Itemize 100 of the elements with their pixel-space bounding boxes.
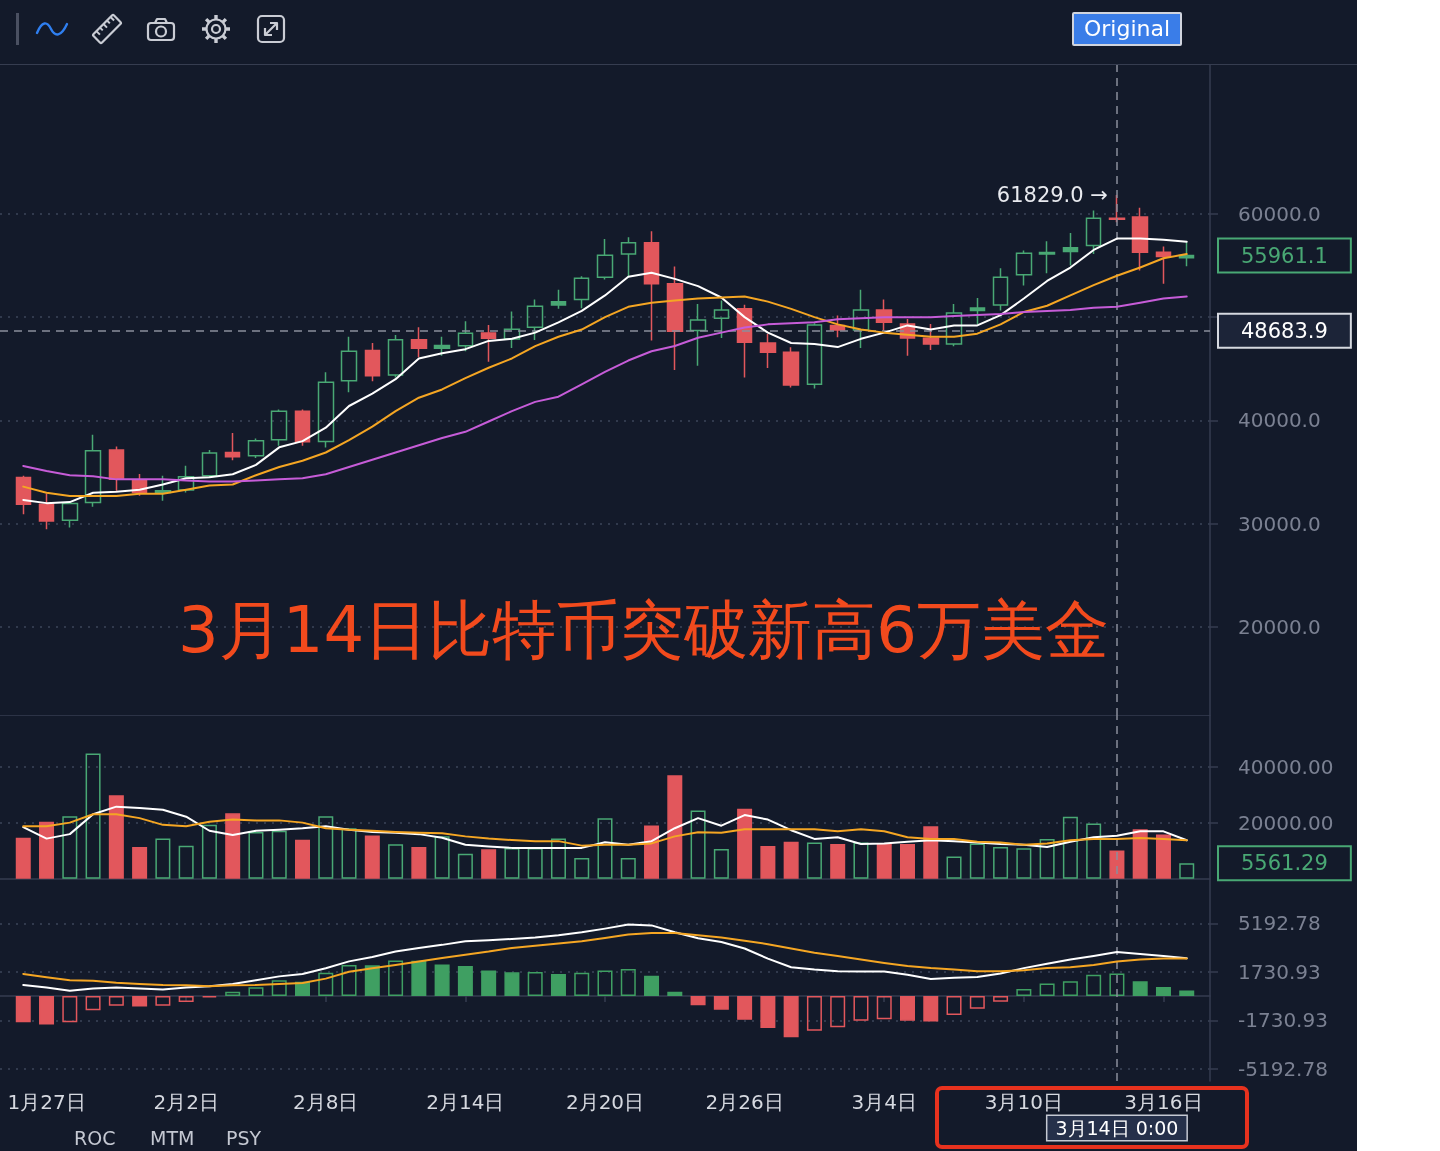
bar bbox=[830, 843, 846, 879]
bar bbox=[1109, 850, 1125, 879]
bar bbox=[1039, 983, 1055, 997]
bar bbox=[876, 996, 892, 1020]
y-tick-label: 1730.93 bbox=[1238, 959, 1321, 984]
bar bbox=[225, 991, 241, 997]
text: MTM bbox=[150, 1127, 195, 1149]
bar bbox=[946, 856, 962, 879]
bar bbox=[597, 818, 613, 879]
y-tick-label: 40000.00 bbox=[1238, 754, 1334, 779]
bar bbox=[1179, 863, 1195, 879]
bar bbox=[853, 842, 869, 879]
bar bbox=[713, 849, 729, 879]
candlestick bbox=[457, 320, 474, 353]
text: ROC bbox=[74, 1127, 116, 1149]
y-tick-label: -1730.93 bbox=[1238, 1008, 1328, 1033]
candlestick bbox=[945, 303, 963, 348]
candlestick bbox=[340, 335, 358, 394]
ref-line-label: 3月14日 0:00 bbox=[1055, 1117, 1179, 1139]
candlestick bbox=[503, 310, 521, 349]
bar bbox=[760, 996, 776, 1029]
bar bbox=[62, 816, 78, 879]
bar bbox=[667, 775, 683, 879]
candlestick bbox=[317, 371, 335, 449]
bar bbox=[1155, 986, 1171, 997]
candlestick bbox=[247, 437, 265, 459]
candlestick bbox=[969, 297, 986, 325]
candlestick bbox=[387, 334, 404, 379]
bar bbox=[457, 853, 473, 879]
candlestick bbox=[364, 342, 381, 383]
bar bbox=[993, 996, 1009, 1002]
candlestick bbox=[922, 323, 940, 351]
bar bbox=[132, 847, 148, 879]
bar bbox=[969, 843, 985, 879]
bar bbox=[993, 847, 1009, 879]
candlestick bbox=[1178, 241, 1195, 267]
bar bbox=[1086, 823, 1102, 879]
x-tick-label: 3月4日 bbox=[851, 1090, 917, 1114]
bar bbox=[620, 969, 636, 997]
bar bbox=[504, 972, 520, 997]
bar bbox=[341, 828, 357, 879]
bar bbox=[155, 996, 171, 1006]
bar bbox=[178, 845, 194, 879]
y-tick-label: 60000.0 bbox=[1238, 201, 1321, 226]
bar bbox=[923, 996, 939, 1022]
bar bbox=[644, 975, 660, 997]
bar bbox=[504, 847, 520, 879]
bar bbox=[574, 857, 590, 879]
candlestick bbox=[526, 298, 544, 341]
bar bbox=[1016, 989, 1032, 997]
bar bbox=[946, 996, 962, 1015]
candlestick bbox=[38, 492, 55, 530]
candlestick bbox=[759, 333, 777, 369]
x-tick-label: 3月10日 bbox=[984, 1090, 1063, 1114]
x-tick-label: 2月14日 bbox=[426, 1090, 505, 1114]
y-tick-label: 40000.0 bbox=[1238, 408, 1321, 433]
bar bbox=[806, 996, 822, 1031]
bar bbox=[644, 825, 660, 879]
bar bbox=[434, 964, 450, 997]
annotation: 61829.0 → bbox=[996, 182, 1108, 207]
bar bbox=[225, 813, 241, 879]
bar bbox=[1179, 990, 1195, 997]
candlestick bbox=[992, 267, 1009, 312]
bar bbox=[1109, 973, 1125, 997]
bar bbox=[969, 996, 985, 1009]
candlestick bbox=[1062, 232, 1079, 267]
bar bbox=[923, 826, 939, 879]
candlestick bbox=[433, 335, 451, 357]
y-tick-label: 20000.0 bbox=[1238, 615, 1321, 640]
candlestick bbox=[643, 230, 660, 342]
bar bbox=[318, 972, 334, 997]
bar bbox=[690, 810, 706, 879]
bar bbox=[434, 836, 450, 879]
bar bbox=[713, 996, 729, 1010]
y-tick-label: -5192.78 bbox=[1238, 1056, 1328, 1081]
candlestick bbox=[177, 465, 195, 494]
candlestick bbox=[480, 324, 497, 363]
x-tick-label: 2月20日 bbox=[565, 1090, 645, 1114]
bar bbox=[1086, 974, 1102, 997]
bar bbox=[271, 980, 287, 997]
bar bbox=[248, 831, 264, 879]
bar bbox=[597, 970, 613, 997]
bar bbox=[527, 972, 543, 997]
x-tick-label: 2月8日 bbox=[293, 1090, 359, 1114]
candlestick bbox=[84, 433, 102, 508]
bar bbox=[481, 849, 497, 879]
candlestick bbox=[1015, 249, 1033, 287]
bar bbox=[1132, 981, 1148, 997]
text: PSY bbox=[226, 1127, 262, 1149]
bar bbox=[830, 996, 846, 1028]
x-tick-label: 1月27日 bbox=[7, 1090, 86, 1114]
bar bbox=[248, 987, 264, 997]
bar bbox=[620, 857, 636, 879]
bar bbox=[411, 960, 427, 997]
y-tick-label: 20000.00 bbox=[1238, 810, 1334, 835]
bar bbox=[550, 974, 566, 997]
bar bbox=[411, 847, 427, 879]
text: 3月14日比特币突破新高6万美金 bbox=[178, 593, 1109, 667]
bar bbox=[201, 824, 217, 879]
bar bbox=[737, 808, 753, 879]
